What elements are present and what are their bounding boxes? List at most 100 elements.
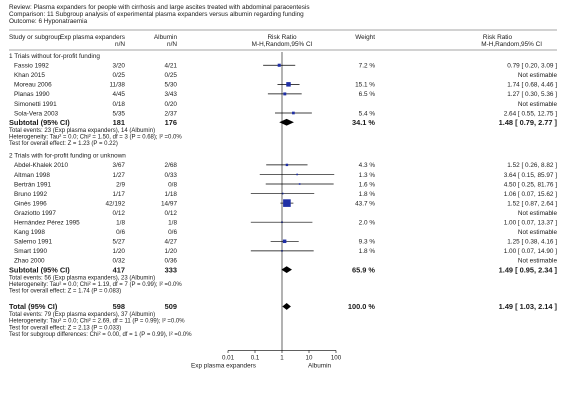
outcome-line: Outcome: 6 Hyponatraemia: [9, 18, 88, 25]
total-weight: 100.0 %: [348, 302, 376, 311]
subtotal-note: Total events: 23 (Exp plasma expanders),…: [9, 128, 155, 134]
total-label: Total (95% CI): [9, 302, 58, 311]
subtotal-weight: 34.1 %: [352, 118, 375, 127]
subtotal-note: Heterogeneity: Tau² = 0.0; Chi² = 1.19, …: [9, 282, 182, 288]
study-exp-events: 0/12: [113, 210, 126, 217]
study-weight: 6.5 %: [359, 91, 376, 98]
study-name: Bertrán 1991: [14, 181, 51, 188]
study-ci: 1.25 [ 0.38, 4.16 ]: [507, 239, 557, 246]
col-study: Study or subgroup: [9, 34, 62, 41]
subtotal-note: Test for overall effect: Z = 1.74 (P = 0…: [9, 288, 121, 294]
study-exp-events: 1/27: [113, 172, 126, 179]
col-rr: Risk Ratio: [267, 34, 297, 41]
subtotal-exp: 417: [113, 265, 125, 274]
total-note: Total events: 79 (Exp plasma expanders),…: [9, 312, 155, 318]
study-ci: 2.64 [ 0.55, 12.75 ]: [504, 110, 558, 117]
study-ctrl-events: 1/18: [165, 191, 178, 198]
study-ci: 1.52 [ 0.87, 2.64 ]: [507, 200, 557, 207]
col-weight: Weight: [355, 34, 375, 41]
study-ctrl-events: 3/43: [165, 91, 178, 98]
effect-square: [286, 82, 291, 87]
effect-square: [285, 163, 289, 167]
study-exp-events: 0/18: [113, 101, 126, 108]
subtotal-ctrl: 176: [165, 118, 177, 127]
study-exp-events: 0/25: [113, 72, 126, 79]
axis-tick-label: 0.1: [251, 354, 260, 361]
study-weight: 9.3 %: [359, 239, 376, 246]
study-name: Simonetti 1991: [14, 101, 57, 108]
study-exp-events: 3/20: [113, 63, 126, 70]
study-ci: 1.74 [ 0.68, 4.46 ]: [507, 82, 557, 89]
study-exp-events: 0/32: [113, 258, 126, 265]
subtotal-exp: 181: [113, 118, 125, 127]
col-rr-sub: M-H,Random,95% CI: [252, 41, 313, 48]
study-name: Abdel-Khalek 2010: [14, 162, 68, 169]
study-ci: 4.50 [ 0.25, 81.76 ]: [504, 181, 558, 188]
study-name: Graziotto 1997: [14, 210, 56, 217]
study-ci: 1.00 [ 0.07, 13.37 ]: [504, 220, 558, 227]
study-ctrl-events: 2/37: [165, 110, 178, 117]
study-name: Altman 1998: [14, 172, 50, 179]
subtotal-note: Total events: 56 (Exp plasma expanders),…: [9, 275, 155, 281]
effect-square: [298, 183, 301, 185]
study-ci: 1.52 [ 0.26, 8.82 ]: [507, 162, 557, 169]
subtotal-note: Heterogeneity: Tau² = 0.0; Chi² = 1.50, …: [9, 134, 182, 140]
study-ctrl-events: 4/21: [165, 63, 178, 70]
study-exp-events: 0/6: [116, 229, 125, 236]
effect-square: [296, 173, 298, 176]
subtotal-label: Subtotal (95% CI): [9, 118, 70, 127]
col-exp-sub: n/N: [115, 41, 125, 48]
study-exp-events: 4/45: [113, 91, 126, 98]
study-ci: Not estimable: [518, 101, 558, 108]
study-weight: 1.6 %: [359, 181, 376, 188]
total-note: Test for overall effect: Z = 2.13 (P = 0…: [9, 325, 121, 331]
study-ctrl-events: 0/12: [165, 210, 178, 217]
group-title: 2 Trials with for-profit funding or unkn…: [9, 153, 126, 160]
subtotal-ci: 1.48 [ 0.79, 2.77 ]: [499, 118, 558, 127]
column-headers: Study or subgroup Exp plasma expanders n…: [9, 34, 542, 48]
axis-tick-label: 100: [331, 354, 342, 361]
study-name: Planas 1990: [14, 91, 50, 98]
study-ctrl-events: 0/8: [168, 181, 177, 188]
effect-square: [282, 239, 287, 244]
comparison-line: Comparison: 11 Subgroup analysis of expe…: [9, 11, 304, 18]
axis-tick-label: 0.01: [222, 354, 235, 361]
subtotal-ci: 1.49 [ 0.95, 2.34 ]: [499, 265, 558, 274]
study-ctrl-events: 0/25: [165, 72, 178, 79]
effect-square: [292, 111, 295, 115]
total-note: Heterogeneity: Tau² = 0.0; Chi² = 2.69, …: [9, 319, 185, 325]
total-ctrl: 509: [165, 302, 177, 311]
header: Review: Plasma expanders for people with…: [9, 4, 310, 25]
study-name: Khan 2015: [14, 72, 45, 79]
study-name: Sola-Vera 2003: [14, 110, 59, 117]
col-rr2-sub: M-H,Random,95% CI: [481, 41, 542, 48]
subtotal-label: Subtotal (95% CI): [9, 265, 70, 274]
study-weight: 15.1 %: [355, 82, 375, 89]
study-ci: Not estimable: [518, 258, 558, 265]
total-note: Test for subgroup differences: Chi² = 0.…: [9, 332, 192, 338]
study-exp-events: 42/192: [105, 200, 125, 207]
total-diamond: [282, 303, 291, 310]
col-exp: Exp plasma expanders: [60, 34, 125, 41]
study-exp-events: 5/35: [113, 110, 126, 117]
study-name: Fassio 1992: [14, 63, 49, 70]
study-weight: 1.8 %: [359, 248, 376, 255]
study-name: Bruno 1992: [14, 191, 47, 198]
col-ctrl: Albumin: [154, 34, 178, 41]
study-ctrl-events: 0/6: [168, 229, 177, 236]
study-ci: 1.00 [ 0.07, 14.90 ]: [504, 248, 558, 255]
study-ci: 3.64 [ 0.15, 85.97 ]: [504, 172, 558, 179]
axis-label-right: Albumin: [308, 362, 332, 369]
study-ctrl-events: 0/33: [165, 172, 178, 179]
study-name: Moreau 2006: [14, 82, 52, 89]
subtotal-weight: 65.9 %: [352, 265, 375, 274]
subtotal-diamond: [279, 118, 294, 126]
study-name: Smart 1990: [14, 248, 47, 255]
study-name: Zhao 2000: [14, 258, 45, 265]
study-exp-events: 3/67: [113, 162, 126, 169]
effect-square: [283, 92, 287, 96]
study-exp-events: 1/8: [116, 220, 125, 227]
subtotal-diamond: [281, 266, 292, 274]
study-exp-events: 2/9: [116, 181, 125, 188]
